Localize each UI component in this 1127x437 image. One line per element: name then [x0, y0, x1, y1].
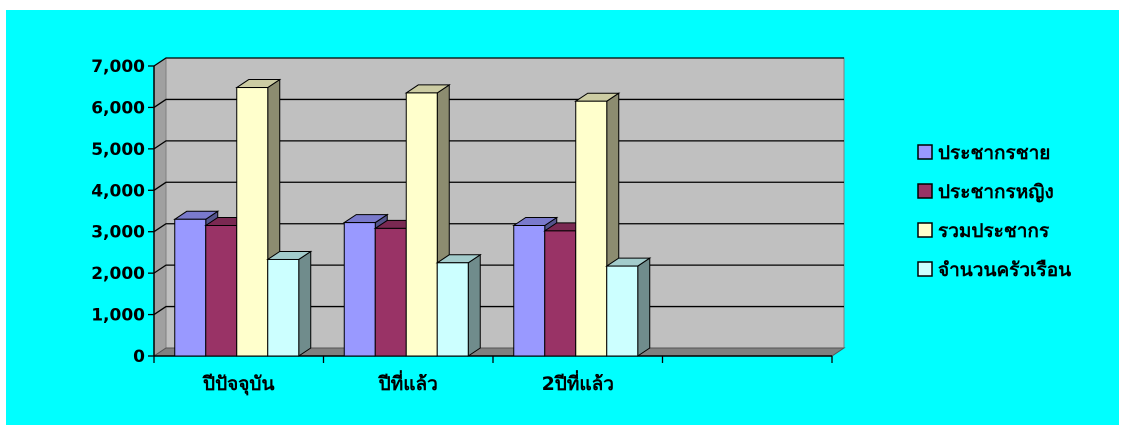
- legend-label: รวมประชากร: [938, 220, 1050, 242]
- bar: [575, 100, 608, 357]
- legend-label: ประชากรหญิง: [938, 181, 1054, 203]
- y-tick-label: 4,000: [91, 181, 145, 201]
- legend-label: ประชากรชาย: [938, 142, 1050, 164]
- y-tick-label: 0: [133, 347, 145, 367]
- bar: [436, 262, 469, 357]
- y-tick-label: 6,000: [91, 98, 145, 118]
- x-tick-label: 2ปีที่แล้ว: [542, 370, 614, 395]
- bar: [236, 87, 269, 357]
- chart-svg: 0 1,000 2,000 3,000 4,000 5,000 6,000 7,000 ปีปั…: [91, 57, 1071, 396]
- legend-swatch: [917, 222, 933, 238]
- legend-label: จำนวนครัวเรือน: [938, 259, 1071, 281]
- bar: [267, 258, 300, 357]
- bar: [606, 265, 639, 357]
- legend-swatch: [917, 144, 933, 160]
- chart-area: 0 1,000 2,000 3,000 4,000 5,000 6,000 7,000 ปีปั…: [6, 10, 1119, 425]
- bar-side: [637, 257, 651, 357]
- bar: [174, 218, 207, 357]
- y-tick-label: 5,000: [91, 140, 145, 160]
- y-tick-label: 1,000: [91, 306, 145, 326]
- x-tick-label: ปีที่แล้ว: [378, 370, 438, 395]
- bar: [513, 225, 546, 357]
- x-tick-label: ปีปัจจุบัน: [202, 373, 274, 396]
- y-tick-label: 2,000: [91, 264, 145, 284]
- y-tick-label: 3,000: [91, 223, 145, 243]
- bar: [205, 225, 238, 357]
- legend-swatch: [917, 261, 933, 277]
- bar: [343, 222, 376, 357]
- bar-side: [298, 250, 312, 357]
- bar-side: [467, 253, 481, 357]
- bar: [405, 92, 438, 357]
- bar: [544, 230, 577, 357]
- bar: [374, 227, 407, 357]
- y-tick-label: 7,000: [91, 57, 145, 77]
- legend-swatch: [917, 183, 933, 199]
- gridline: [153, 57, 844, 67]
